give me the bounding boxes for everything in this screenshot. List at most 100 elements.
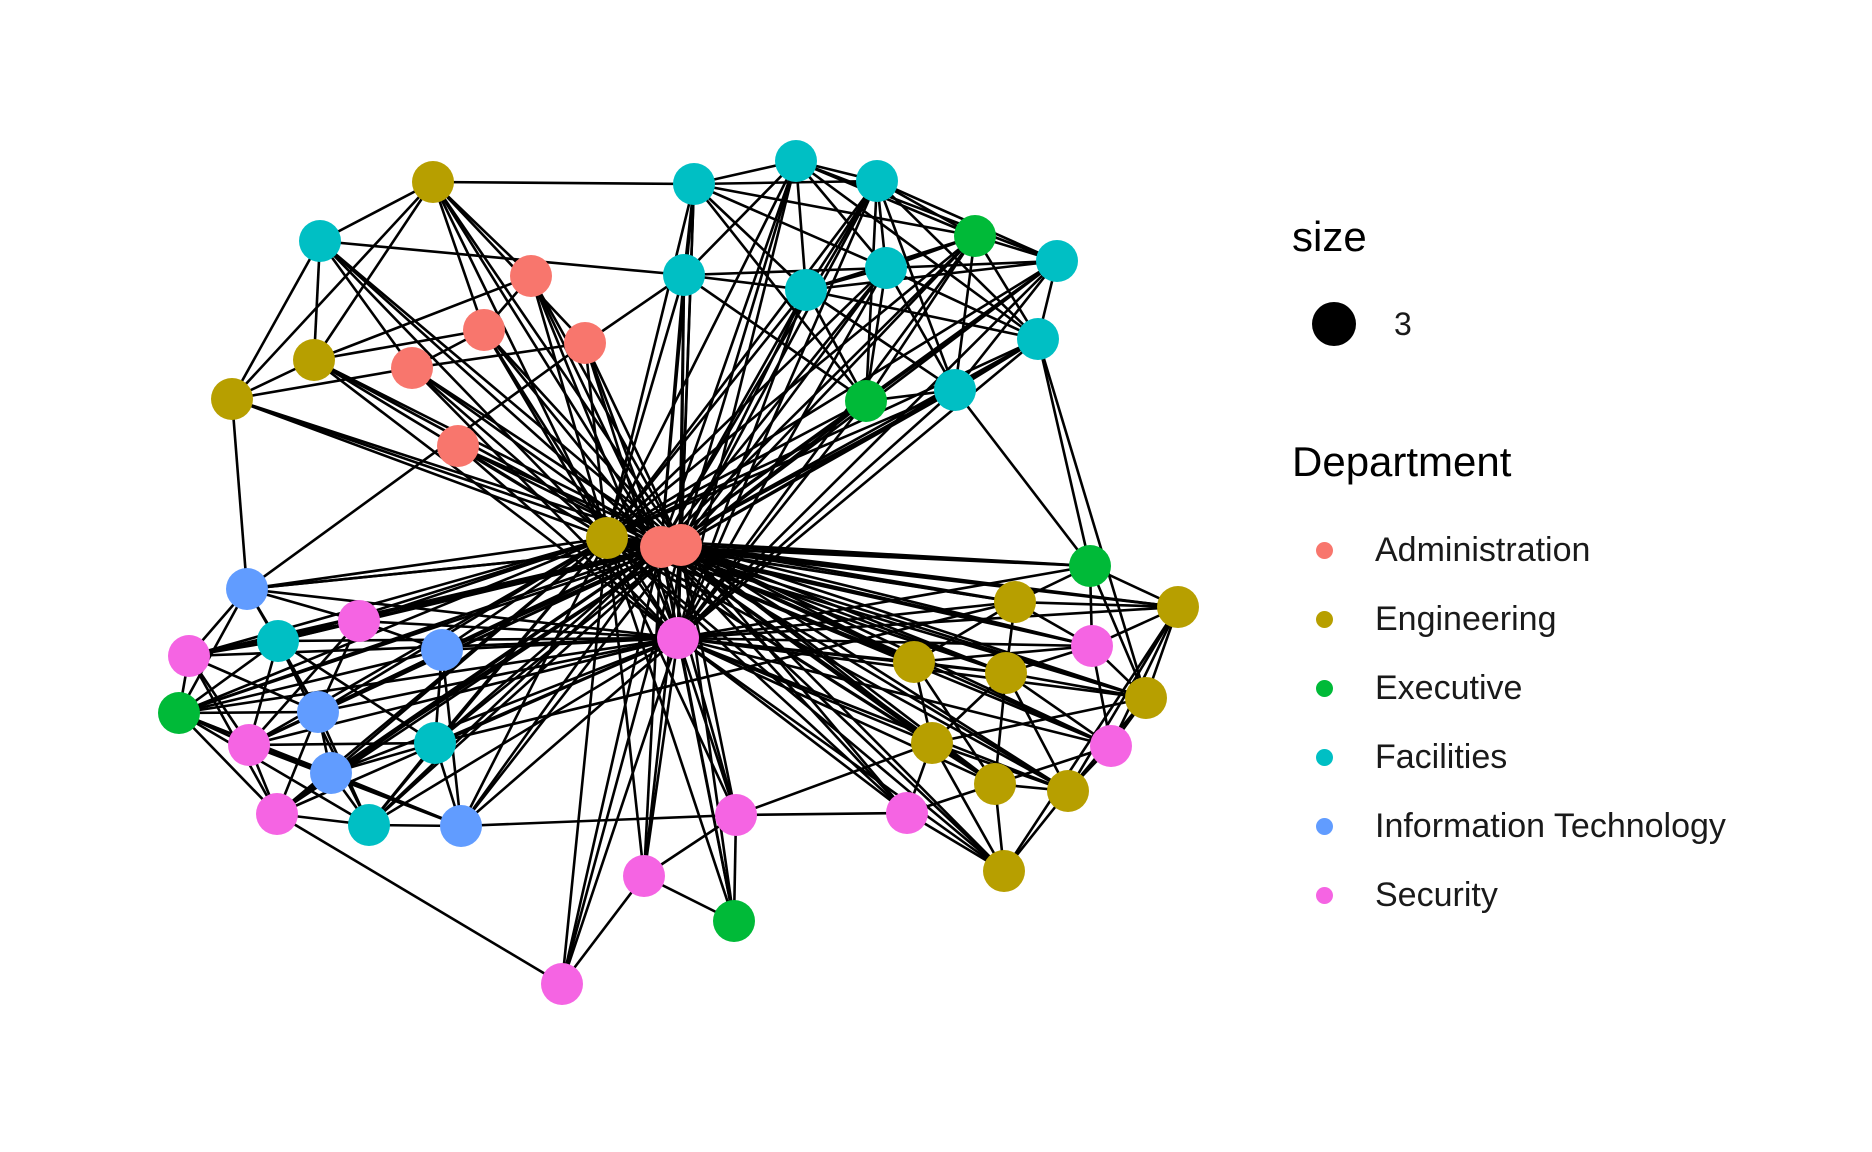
graph-node [715, 794, 757, 836]
graph-edge [683, 266, 887, 277]
graph-node [713, 900, 755, 942]
graph-edge [1004, 672, 1070, 792]
graph-node [338, 600, 380, 642]
legend-swatch [1316, 680, 1333, 697]
graph-edge [677, 337, 1039, 640]
graph-edge [460, 813, 737, 828]
department-legend-list: Administration Engineering Executive Fac… [1312, 516, 1726, 930]
legend-swatch [1316, 611, 1333, 628]
legend-item-information-technology: Information Technology [1312, 792, 1726, 861]
graph-node [564, 322, 606, 364]
graph-edge [230, 240, 322, 400]
graph-edge [482, 329, 680, 639]
legend-item-engineering: Engineering [1312, 585, 1726, 654]
graph-edge [583, 342, 663, 548]
graph-edge [1066, 606, 1180, 792]
graph-edge [178, 536, 608, 715]
graph-edge [795, 159, 1039, 341]
graph-node [158, 692, 200, 734]
graph-edge [560, 544, 683, 985]
graph-edge [583, 342, 683, 546]
graph-node [911, 722, 953, 764]
graph-edge [864, 235, 977, 402]
graph-edge [411, 366, 682, 547]
graph-edge [431, 181, 663, 548]
graph-edge [178, 543, 682, 715]
graph-edge [680, 543, 1179, 609]
graph-edge [804, 289, 868, 402]
graph-edge [693, 182, 976, 238]
graph-node [893, 641, 935, 683]
graph-node [775, 140, 817, 182]
graph-edge [313, 358, 662, 549]
graph-edge [368, 544, 682, 826]
graph-edge [677, 260, 1058, 639]
graph-edge [680, 388, 956, 547]
graph-edge [605, 180, 879, 539]
graph-edge [178, 710, 319, 715]
graph-node [886, 792, 928, 834]
graph-edge [313, 274, 532, 362]
graph-edge [319, 180, 434, 243]
graph-edge [1005, 671, 1112, 748]
graph-node [256, 793, 298, 835]
graph-edge [679, 160, 798, 546]
graph-edge [795, 160, 887, 269]
graph-node [983, 850, 1025, 892]
legend-label: Engineering [1375, 600, 1557, 638]
graph-edge [529, 275, 680, 639]
graph-edge [677, 636, 1112, 748]
graph-edge [676, 235, 977, 639]
graph-edge [953, 260, 1059, 391]
graph-node [299, 220, 341, 262]
graph-edge [660, 399, 867, 549]
legend-swatch [1316, 542, 1333, 559]
graph-edge [676, 637, 738, 816]
graph-edge [676, 637, 736, 922]
graph-edge [692, 183, 868, 402]
graph-node [660, 524, 702, 566]
graph-edge [680, 543, 1093, 648]
graph-edge [680, 544, 1005, 872]
graph-edge [677, 600, 1016, 640]
graph-edge [529, 275, 663, 548]
graph-edge [642, 544, 683, 877]
graph-node [1047, 770, 1089, 812]
legend-item-security: Security [1312, 861, 1726, 930]
graph-node [985, 652, 1027, 694]
graph-edge [457, 444, 662, 549]
graph-edge [930, 742, 1006, 872]
graph-node [663, 254, 705, 296]
legend-label: Facilities [1375, 738, 1508, 776]
graph-node [1036, 240, 1078, 282]
graph-node [293, 339, 335, 381]
graph-node [586, 517, 628, 559]
graph-edge [330, 636, 679, 775]
graph-edge [676, 289, 808, 639]
graph-edge [231, 366, 413, 401]
graph-edge [560, 875, 646, 985]
graph-node [257, 620, 299, 662]
graph-edge [735, 741, 933, 817]
graph-edge [411, 367, 679, 639]
graph-edge [358, 619, 679, 640]
graph-node [226, 568, 268, 610]
department-legend-title: Department [1292, 438, 1512, 485]
graph-edge [313, 358, 682, 547]
graph-edge [482, 329, 663, 548]
graph-edge [460, 637, 679, 827]
graph-edge [431, 181, 486, 331]
graph-edge [178, 648, 443, 715]
graph-edge [875, 180, 957, 391]
graph-edge [683, 273, 867, 403]
graph-edge [1109, 606, 1180, 747]
graph-edge [876, 180, 1039, 340]
graph-node [1069, 545, 1111, 587]
graph-node [845, 380, 887, 422]
graph-edge [679, 267, 888, 546]
graph-edge [317, 636, 679, 714]
graph-edge [677, 564, 1091, 640]
graph-node [391, 347, 433, 389]
graph-edge [953, 389, 1092, 567]
graph-edge [230, 398, 249, 590]
